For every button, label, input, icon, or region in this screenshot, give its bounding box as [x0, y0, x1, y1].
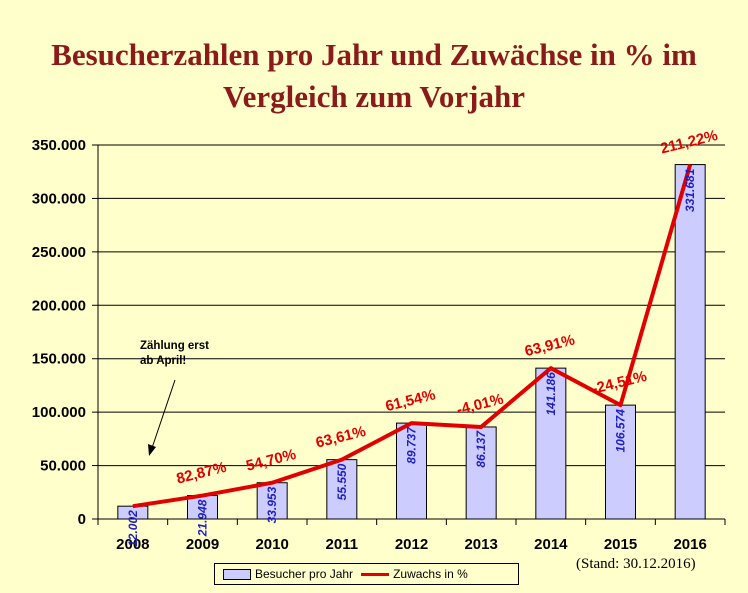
bar — [535, 367, 567, 520]
y-tick-label: 50.000 — [40, 458, 86, 475]
growth-percent-label: 63,91% — [523, 331, 576, 360]
bar — [465, 426, 497, 520]
chart-legend: Besucher pro Jahr Zuwachs in % — [214, 563, 519, 585]
annotation: Zählung erst ab April! — [140, 340, 209, 456]
growth-percent-label: 61,54% — [384, 386, 437, 415]
legend-label-bars: Besucher pro Jahr — [255, 567, 354, 581]
x-tick-label: 2013 — [464, 536, 497, 553]
bar-value-label: 12.002 — [126, 510, 140, 547]
growth-percent-label: 54,70% — [244, 446, 297, 475]
bar — [326, 459, 358, 520]
x-tick-label: 2014 — [534, 536, 568, 553]
legend-swatch-line — [361, 572, 390, 576]
grid-lines — [98, 144, 725, 467]
x-tick-label: 2012 — [395, 536, 428, 553]
legend-label-line: Zuwachs in % — [393, 567, 468, 581]
chart-title-line-1: Besucherzahlen pro Jahr und Zuwächse in … — [51, 37, 697, 72]
growth-line-path — [132, 164, 693, 509]
y-tick-label: 200.000 — [32, 297, 86, 314]
x-tick-label: 2015 — [604, 536, 637, 553]
bar-value-label: 86.137 — [474, 430, 488, 468]
x-tick-label: 2016 — [673, 536, 706, 553]
bar-value-label: 55.550 — [335, 463, 349, 500]
growth-percent-label: 63,61% — [314, 423, 367, 452]
status-date: (Stand: 30.12.2016) — [576, 556, 696, 572]
x-tick-label: 2008 — [116, 536, 149, 553]
chart-title: Besucherzahlen pro Jahr und Zuwächse in … — [0, 34, 748, 118]
bar-value-label: 21.948 — [196, 499, 210, 537]
growth-line — [132, 164, 693, 509]
growth-percent-label: 82,87% — [175, 459, 228, 488]
annotation-arrow — [151, 379, 176, 449]
y-tick-label: 250.000 — [32, 244, 86, 261]
growth-percent-label: -24,51% — [590, 368, 648, 398]
bar — [396, 422, 427, 520]
growth-percent-label: 211,22% — [659, 127, 720, 158]
bar — [605, 404, 636, 520]
y-tick-label: 100.000 — [32, 404, 86, 421]
legend-swatch-bars — [223, 568, 251, 580]
annotation-text: Zählung erst — [140, 340, 209, 352]
bar-value-label: 33.953 — [265, 486, 279, 523]
annotation-text: ab April! — [140, 355, 186, 367]
bar — [256, 482, 288, 520]
bar-value-label: 89.737 — [405, 426, 419, 464]
x-tick-label: 2010 — [255, 536, 288, 553]
legend-item-bars: Besucher pro Jahr — [223, 567, 353, 581]
legend-item-line: Zuwachs in % — [361, 567, 468, 581]
bar-value-label: 106.574 — [614, 409, 628, 453]
bars — [117, 164, 706, 520]
y-tick-label: 350.000 — [32, 137, 86, 154]
y-tick-label: 150.000 — [32, 351, 86, 368]
bar-value-label: 141.186 — [544, 372, 558, 416]
axes: 0 50.000 100.000 150.000 200.000 250.000 300.0… — [32, 137, 726, 553]
annotation-arrowhead — [148, 444, 156, 456]
bar — [674, 164, 706, 520]
x-tick-label: 2011 — [326, 536, 359, 553]
bar-value-label: 331.681 — [683, 168, 697, 212]
y-tick-label: 0 — [78, 511, 86, 528]
x-tick-label: 2009 — [186, 536, 219, 553]
y-tick-label: 300.000 — [32, 190, 86, 207]
chart-title-line-2: Vergleich zum Vorjahr — [223, 79, 525, 114]
